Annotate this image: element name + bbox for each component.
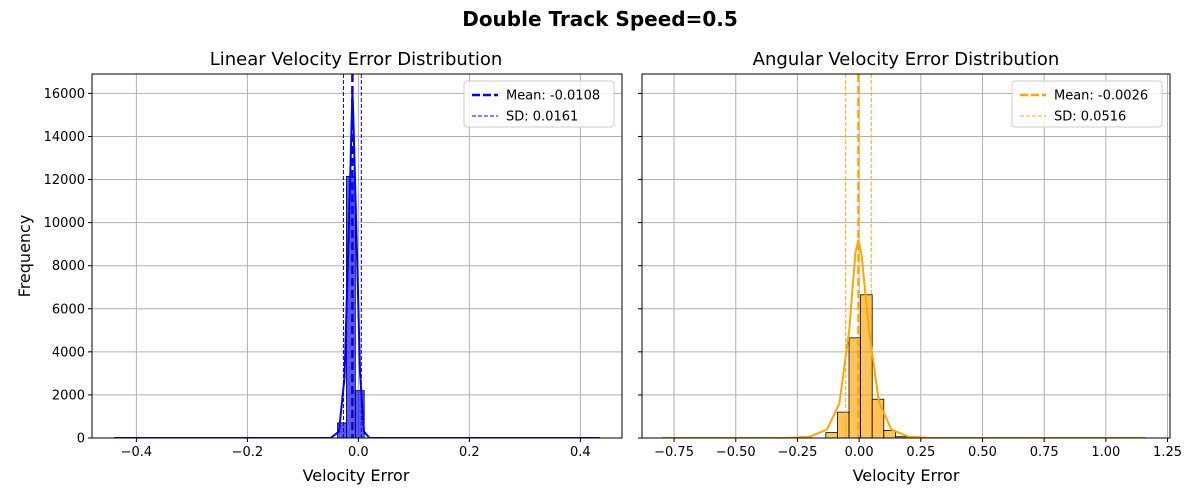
linear-x-tick-label: 0.2: [459, 445, 480, 460]
angular-x-tick-label: −0.75: [654, 445, 694, 460]
linear-x-tick-label: −0.2: [232, 445, 264, 460]
linear-legend-sd-label: SD: 0.0161: [506, 110, 578, 125]
linear-kde-curve: [114, 91, 600, 438]
linear-axes-frame: [91, 73, 623, 439]
linear-legend-mean-label: Mean: -0.0108: [506, 89, 600, 104]
angular-x-tick-label: 0.00: [845, 445, 874, 460]
angular-velocity-title: Angular Velocity Error Distribution: [753, 49, 1060, 70]
angular-velocity-panel: Angular Velocity Error Distribution Velo…: [638, 49, 1182, 485]
linear-y-tick-label: 6000: [52, 302, 85, 317]
angular-histogram-bar: [883, 430, 896, 438]
angular-axes-frame: [641, 73, 1171, 439]
linear-y-tick-label: 14000: [44, 130, 85, 145]
linear-y-tick-label: 10000: [44, 216, 85, 231]
angular-x-tick-label: −0.50: [716, 445, 756, 460]
angular-x-tick-label: 0.25: [906, 445, 935, 460]
linear-x-tick-label: 0.0: [348, 445, 369, 460]
linear-legend: Mean: -0.0108 SD: 0.0161: [463, 80, 615, 128]
angular-histogram-bar: [871, 398, 885, 438]
linear-y-tick-label: 2000: [52, 388, 85, 403]
angular-x-tick-label: 1.00: [1091, 445, 1120, 460]
angular-grid: [642, 74, 1170, 439]
linear-velocity-panel: Linear Velocity Error Distribution Veloc…: [15, 49, 623, 485]
linear-x-tick-label: 0.4: [570, 445, 591, 460]
figure-title: Double Track Speed=0.5: [462, 7, 738, 31]
angular-kde-curve: [661, 239, 1146, 438]
linear-y-tick-label: 4000: [52, 345, 85, 360]
angular-histogram-bar: [825, 432, 838, 438]
linear-histogram-bar: [346, 175, 356, 438]
linear-velocity-title: Linear Velocity Error Distribution: [210, 49, 503, 70]
linear-x-tick-label: −0.4: [121, 445, 153, 460]
linear-velocity-x-axis-label: Velocity Error: [303, 466, 410, 485]
angular-histogram-bar: [894, 436, 908, 438]
angular-x-tick-label: 1.25: [1153, 445, 1182, 460]
angular-x-tick-label: 0.75: [1030, 445, 1059, 460]
linear-y-tick-label: 12000: [44, 173, 85, 188]
angular-histogram-bar: [837, 411, 850, 438]
angular-x-tick-label: 0.50: [968, 445, 997, 460]
angular-legend-sd-label: SD: 0.0516: [1054, 110, 1126, 125]
angular-legend-mean-label: Mean: -0.0026: [1054, 89, 1148, 104]
angular-legend: Mean: -0.0026 SD: 0.0516: [1011, 80, 1163, 128]
linear-histogram-bar: [354, 390, 365, 438]
linear-y-tick-label: 8000: [52, 259, 85, 274]
linear-velocity-y-axis-label: Frequency: [15, 215, 34, 298]
linear-y-tick-label: 0: [77, 432, 85, 447]
angular-velocity-x-axis-label: Velocity Error: [853, 466, 960, 485]
angular-x-tick-label: −0.25: [778, 445, 818, 460]
angular-histogram-bar: [860, 294, 873, 438]
linear-y-tick-label: 16000: [44, 87, 85, 102]
